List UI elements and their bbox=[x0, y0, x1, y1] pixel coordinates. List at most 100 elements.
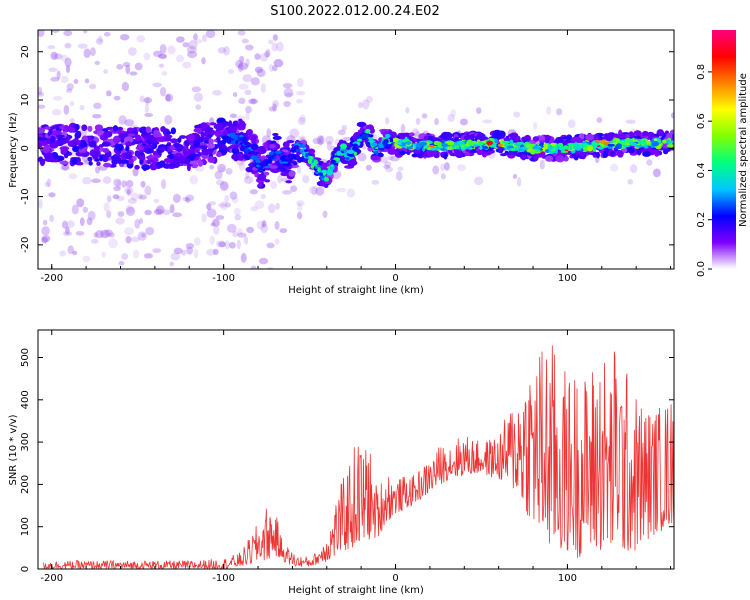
core-blob bbox=[293, 145, 300, 150]
snr-series-line bbox=[42, 345, 674, 569]
core-blob bbox=[513, 146, 521, 150]
band-blob bbox=[72, 145, 80, 153]
band-blob bbox=[432, 137, 441, 143]
noise-blob bbox=[152, 82, 162, 88]
band-blob bbox=[134, 164, 140, 170]
noise-blob bbox=[201, 213, 207, 223]
x-tick-label: 100 bbox=[558, 273, 577, 284]
band-blob bbox=[476, 132, 486, 141]
band-blob bbox=[127, 158, 134, 164]
band-blob bbox=[91, 151, 99, 160]
core-blob bbox=[352, 146, 359, 151]
noise-blob bbox=[38, 86, 43, 96]
core-blob bbox=[356, 138, 363, 142]
noise-blob bbox=[297, 211, 303, 220]
noise-blob bbox=[357, 152, 367, 162]
band-blob bbox=[387, 148, 397, 155]
band-blob bbox=[55, 134, 65, 138]
noise-blob bbox=[217, 163, 227, 173]
band-blob bbox=[197, 151, 202, 158]
band-blob bbox=[74, 132, 82, 139]
noise-blob bbox=[140, 180, 146, 188]
noise-blob bbox=[113, 186, 121, 192]
noise-blob bbox=[185, 194, 195, 202]
core-blob bbox=[550, 142, 556, 147]
core-blob bbox=[661, 139, 668, 144]
noise-blob bbox=[53, 53, 63, 60]
core-blob bbox=[279, 156, 286, 161]
noise-blob bbox=[209, 164, 215, 170]
band-blob bbox=[524, 134, 531, 142]
noise-blob bbox=[164, 115, 173, 125]
noise-blob bbox=[128, 47, 137, 56]
noise-blob bbox=[248, 98, 258, 105]
noise-blob bbox=[126, 189, 131, 196]
core-blob bbox=[479, 145, 483, 150]
core-blob bbox=[535, 145, 542, 149]
band-blob bbox=[208, 129, 216, 136]
band-blob bbox=[200, 131, 206, 138]
noise-blob bbox=[50, 51, 58, 60]
band-blob bbox=[605, 133, 614, 141]
band-blob bbox=[173, 142, 181, 149]
noise-blob bbox=[229, 113, 238, 119]
noise-blob bbox=[240, 252, 247, 263]
band-blob bbox=[245, 166, 254, 173]
noise-blob bbox=[220, 200, 228, 211]
core-blob bbox=[307, 158, 312, 164]
band-blob bbox=[263, 171, 270, 176]
band-blob bbox=[102, 147, 110, 154]
noise-blob bbox=[191, 86, 202, 93]
band-blob bbox=[428, 149, 434, 156]
noise-blob bbox=[312, 137, 322, 145]
noise-blob bbox=[120, 33, 130, 41]
band-blob bbox=[480, 148, 491, 152]
band-blob bbox=[208, 138, 214, 145]
core-blob bbox=[228, 132, 236, 138]
noise-blob bbox=[289, 128, 300, 138]
noise-blob bbox=[84, 160, 90, 165]
noise-blob bbox=[646, 159, 653, 166]
band-blob bbox=[423, 135, 429, 142]
noise-blob bbox=[188, 39, 198, 50]
band-blob bbox=[492, 129, 503, 138]
noise-blob bbox=[302, 175, 310, 184]
noise-blob bbox=[256, 68, 266, 78]
core-blob bbox=[267, 156, 272, 162]
band-blob bbox=[617, 133, 626, 139]
noise-blob bbox=[83, 30, 88, 34]
band-blob bbox=[532, 136, 540, 142]
band-blob bbox=[103, 131, 113, 138]
core-blob bbox=[287, 153, 295, 159]
noise-blob bbox=[268, 63, 274, 72]
noise-blob bbox=[384, 161, 392, 167]
core-blob bbox=[593, 142, 600, 146]
noise-blob bbox=[41, 235, 51, 243]
noise-blob bbox=[162, 209, 171, 215]
noise-blob bbox=[129, 71, 138, 76]
band-blob bbox=[197, 160, 204, 167]
noise-blob bbox=[82, 255, 91, 263]
noise-blob bbox=[397, 166, 404, 172]
band-blob bbox=[51, 130, 62, 136]
band-blob bbox=[126, 127, 134, 133]
noise-blob bbox=[44, 181, 50, 187]
noise-blob bbox=[415, 117, 421, 125]
y-tick-label: 0 bbox=[20, 145, 31, 151]
band-blob bbox=[125, 145, 130, 152]
x-tick-label: 100 bbox=[558, 573, 577, 584]
band-blob bbox=[119, 159, 130, 164]
noise-blob bbox=[195, 104, 202, 110]
noise-blob bbox=[139, 194, 147, 200]
noise-blob bbox=[215, 22, 220, 29]
noise-blob bbox=[77, 43, 88, 49]
core-blob bbox=[404, 141, 412, 145]
noise-blob bbox=[132, 167, 139, 177]
noise-blob bbox=[206, 248, 216, 256]
noise-blob bbox=[365, 164, 372, 171]
band-blob bbox=[666, 133, 673, 141]
noise-blob bbox=[629, 164, 638, 174]
noise-blob bbox=[215, 215, 225, 220]
noise-blob bbox=[60, 75, 69, 84]
band-blob bbox=[401, 132, 408, 137]
